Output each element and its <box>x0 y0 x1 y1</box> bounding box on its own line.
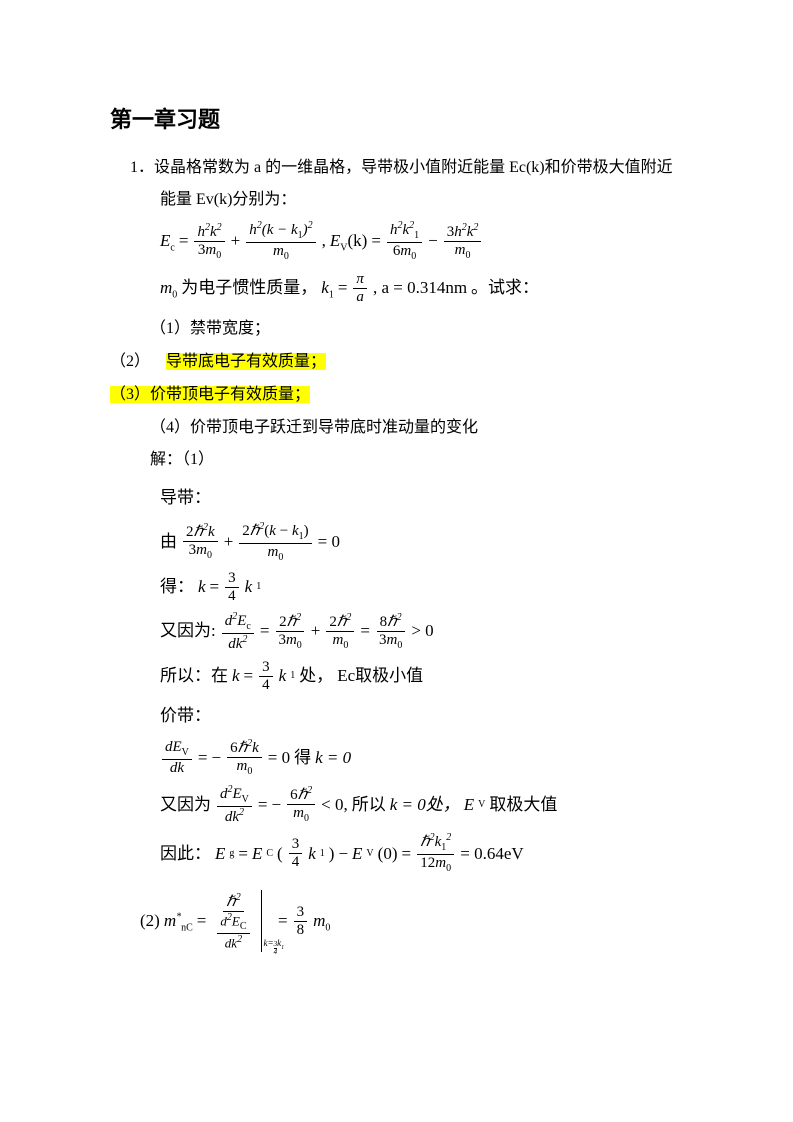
jiadai-label: 价带： <box>160 701 683 732</box>
minus-sign: − <box>428 226 438 257</box>
frac-t2: h2(k − k1)2 m0 <box>246 221 315 262</box>
solution-block: 导带： 由 2ℏ2k 3m0 + 2ℏ2(k − k1) m0 = 0 得： k… <box>160 483 683 874</box>
frac-big: ℏ2 d2EC dk2 <box>212 893 254 949</box>
a-value: , a = 0.314nm <box>373 273 467 304</box>
part2-equation: (2) m*nC = ℏ2 d2EC dk2 k=34k1 = 3 8 m0 <box>140 890 683 952</box>
frac-t4: 3h2k2 m0 <box>444 223 482 261</box>
sol-line-2: 得： k= 34 k1 <box>160 571 683 604</box>
page: 第一章习题 1．设晶格常数为 a 的一维晶格，导带极小值附近能量 Ec(k)和价… <box>0 0 793 1122</box>
mass-text: 为电子惯性质量， <box>181 273 317 304</box>
eq-sign-2: = <box>371 226 381 257</box>
eval-bar: k=34k1 <box>261 890 262 952</box>
part2-label: (2) <box>140 906 160 937</box>
sol-line-7: 因此： Eg = EC( 34 k1) − EV(0) = ℏ2k12 12m0… <box>160 833 683 874</box>
answer-label: 解：（1） <box>110 446 683 475</box>
daidai-label: 导带： <box>160 483 683 514</box>
ev-lhs: EV(k) <box>330 226 367 257</box>
plus-sign: + <box>231 226 241 257</box>
q2-prefix: （2） <box>110 353 150 370</box>
frac-pi-a: π a <box>353 272 367 305</box>
sol-line-5: dEV dk = − 6ℏ2k m0 = 0 得 k = 0 <box>160 739 683 777</box>
q3-highlight: （3）价带顶电子有效质量； <box>110 386 310 403</box>
qiu-label: 。试求： <box>471 273 539 304</box>
question-2: （2） 导带底电子有效质量； <box>110 348 683 377</box>
question-3: （3）价带顶电子有效质量； <box>110 381 683 410</box>
eq-sign: = <box>179 226 189 257</box>
chapter-title: 第一章习题 <box>110 100 683 140</box>
mass-line: m0 为电子惯性质量， k1 = π a , a = 0.314nm 。试求： <box>160 272 683 305</box>
frac-t3: h2k21 6m0 <box>387 221 422 262</box>
sol-line-6: 又因为 d2EV dk2 = − 6ℏ2 m0 < 0, 所以 k = 0处， … <box>160 785 683 825</box>
problem-line-2: 能量 Ev(k)分别为： <box>110 186 683 215</box>
question-1: （1）禁带宽度； <box>110 315 683 344</box>
ec-lhs: Ec <box>160 226 175 257</box>
equation-ec-ev: Ec = h2k2 3m0 + h2(k − k1)2 m0 , EV(k) =… <box>160 221 683 262</box>
question-4: （4）价带顶电子跃迁到导带底时准动量的变化 <box>110 414 683 443</box>
frac-t1: h2k2 3m0 <box>194 223 224 261</box>
q2-highlight: 导带底电子有效质量； <box>166 353 326 370</box>
sol-line-4: 所以：在 k= 34 k1 处， Ec取极小值 <box>160 660 683 693</box>
problem-line-1: 1．设晶格常数为 a 的一维晶格，导带极小值附近能量 Ec(k)和价带极大值附近 <box>110 154 683 183</box>
sol-line-1: 由 2ℏ2k 3m0 + 2ℏ2(k − k1) m0 = 0 <box>160 522 683 563</box>
sol-line-3: 又因为: d2Ec dk2 = 2ℏ2 3m0 + 2ℏ2 m0 = 8ℏ2 3… <box>160 612 683 652</box>
